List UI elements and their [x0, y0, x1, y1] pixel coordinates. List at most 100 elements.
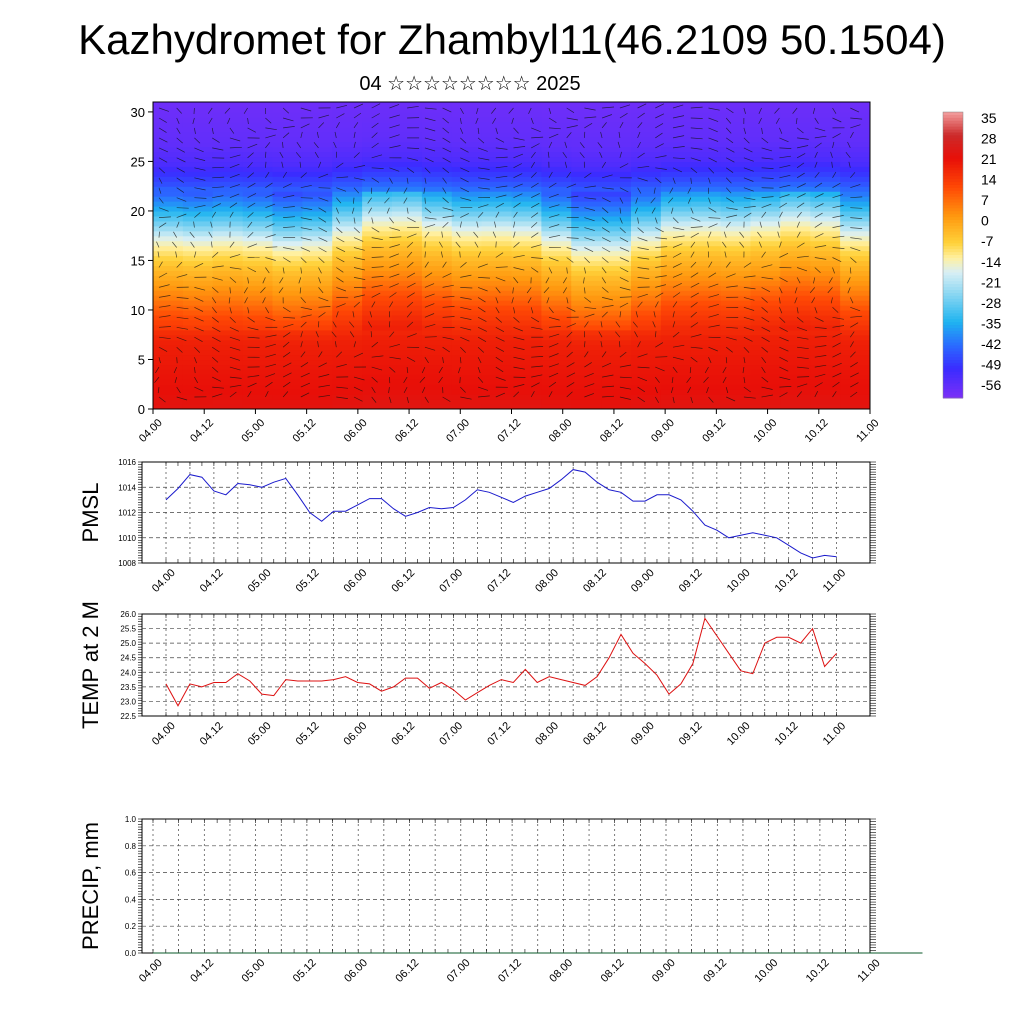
colorbar-swatch: [943, 330, 963, 335]
heatmap-cell: [392, 136, 423, 143]
heatmap-cell: [451, 116, 483, 123]
wind-barb: [495, 356, 504, 363]
heatmap-cell: [660, 250, 692, 257]
wind-barb: [300, 392, 310, 398]
heatmap-cell: [182, 270, 214, 276]
wind-barb: [548, 171, 553, 178]
wind-barb: [282, 323, 294, 328]
heatmap-cell: [810, 359, 841, 366]
heatmap-cell: [810, 201, 841, 207]
wind-barb: [368, 207, 373, 214]
y-axis-title: PMSL: [78, 483, 103, 543]
heatmap-cell: [840, 319, 870, 326]
wind-barb: [530, 172, 537, 179]
heatmap-cell: [511, 334, 542, 341]
heatmap-cell: [571, 280, 602, 286]
wind-barb: [579, 152, 585, 159]
wind-barb: [690, 241, 696, 248]
heatmap-cell: [810, 225, 841, 232]
wind-barb: [708, 303, 719, 308]
wind-barb: [690, 346, 703, 349]
wind-barb: [389, 253, 400, 258]
heatmap-x-tick-label: 10.00: [751, 417, 779, 445]
heatmap-cell: [720, 404, 752, 409]
heatmap-cell: [541, 319, 572, 326]
wind-barb: [779, 392, 788, 398]
heatmap-cell: [750, 394, 781, 400]
heatmap-cell: [392, 270, 423, 276]
colorbar-swatch: [943, 290, 963, 294]
x-tick-label: 09.12: [701, 957, 729, 985]
heatmap-cell: [182, 161, 214, 167]
wind-barb: [759, 221, 762, 228]
wind-barb: [708, 313, 719, 318]
wind-barb: [655, 356, 668, 358]
heatmap-cell: [451, 191, 483, 197]
heatmap-cell: [720, 235, 752, 242]
wind-barb: [779, 326, 788, 332]
heatmap-cell: [481, 186, 513, 192]
heatmap-cell: [810, 265, 841, 271]
wind-barb: [300, 107, 312, 112]
wind-barb: [761, 386, 773, 390]
wind-barb: [584, 197, 597, 200]
wind-barb: [811, 297, 816, 304]
heatmap-cell: [750, 260, 781, 266]
heatmap-cell: [541, 384, 572, 390]
heatmap-cell: [242, 389, 274, 395]
heatmap-cell: [302, 191, 333, 197]
heatmap-cell: [392, 106, 423, 113]
heatmap-cell: [451, 121, 483, 128]
heatmap-cell: [571, 344, 602, 351]
heatmap-cell: [332, 319, 363, 326]
heatmap-cell: [451, 102, 483, 108]
wind-barb: [584, 172, 592, 179]
heatmap-cell: [601, 270, 632, 276]
wind-barb: [424, 261, 429, 268]
heatmap-cell: [212, 374, 244, 380]
heatmap-cell: [631, 399, 662, 405]
wind-barb: [371, 154, 383, 159]
heatmap-cell: [242, 240, 274, 247]
heatmap-cell: [750, 374, 781, 380]
wind-barb: [478, 277, 491, 279]
heatmap-cell: [362, 156, 393, 163]
heatmap-cell: [660, 116, 692, 123]
heatmap-cell: [720, 339, 752, 346]
wind-barb: [548, 391, 553, 398]
wind-barb: [743, 127, 747, 135]
heatmap-cell: [571, 354, 602, 361]
wind-barb: [672, 146, 685, 149]
heatmap-cell: [810, 404, 841, 409]
wind-barb: [473, 231, 479, 238]
wind-barb: [637, 257, 650, 260]
heatmap-cell: [182, 280, 214, 286]
heatmap-cell: [421, 404, 453, 409]
wind-barb: [370, 331, 373, 338]
heatmap-cell: [720, 255, 752, 262]
heatmap-cell: [631, 285, 662, 291]
heatmap-cell: [780, 151, 811, 158]
heatmap-cell: [810, 384, 841, 390]
wind-barb: [229, 146, 242, 149]
heatmap-cell: [810, 379, 841, 385]
wind-barb: [265, 307, 270, 314]
heatmap-cell: [302, 255, 333, 262]
wind-barb: [637, 187, 642, 194]
wind-barb: [584, 297, 592, 303]
heatmap-cell: [392, 260, 423, 266]
wind-barb: [548, 204, 560, 209]
heatmap-cell: [242, 181, 274, 187]
heatmap-cell: [690, 205, 722, 212]
wind-barb: [371, 366, 383, 371]
heatmap-cell: [362, 191, 393, 197]
heatmap-cell: [660, 126, 692, 133]
heatmap-cell: [810, 176, 841, 182]
wind-barb: [779, 137, 789, 143]
heatmap-cell: [780, 136, 811, 143]
heatmap-cell: [153, 111, 184, 118]
heatmap-y-tick-label: 15: [131, 253, 145, 268]
wind-barb: [353, 237, 364, 242]
heatmap-cell: [362, 141, 393, 148]
heatmap-cell: [451, 324, 483, 331]
